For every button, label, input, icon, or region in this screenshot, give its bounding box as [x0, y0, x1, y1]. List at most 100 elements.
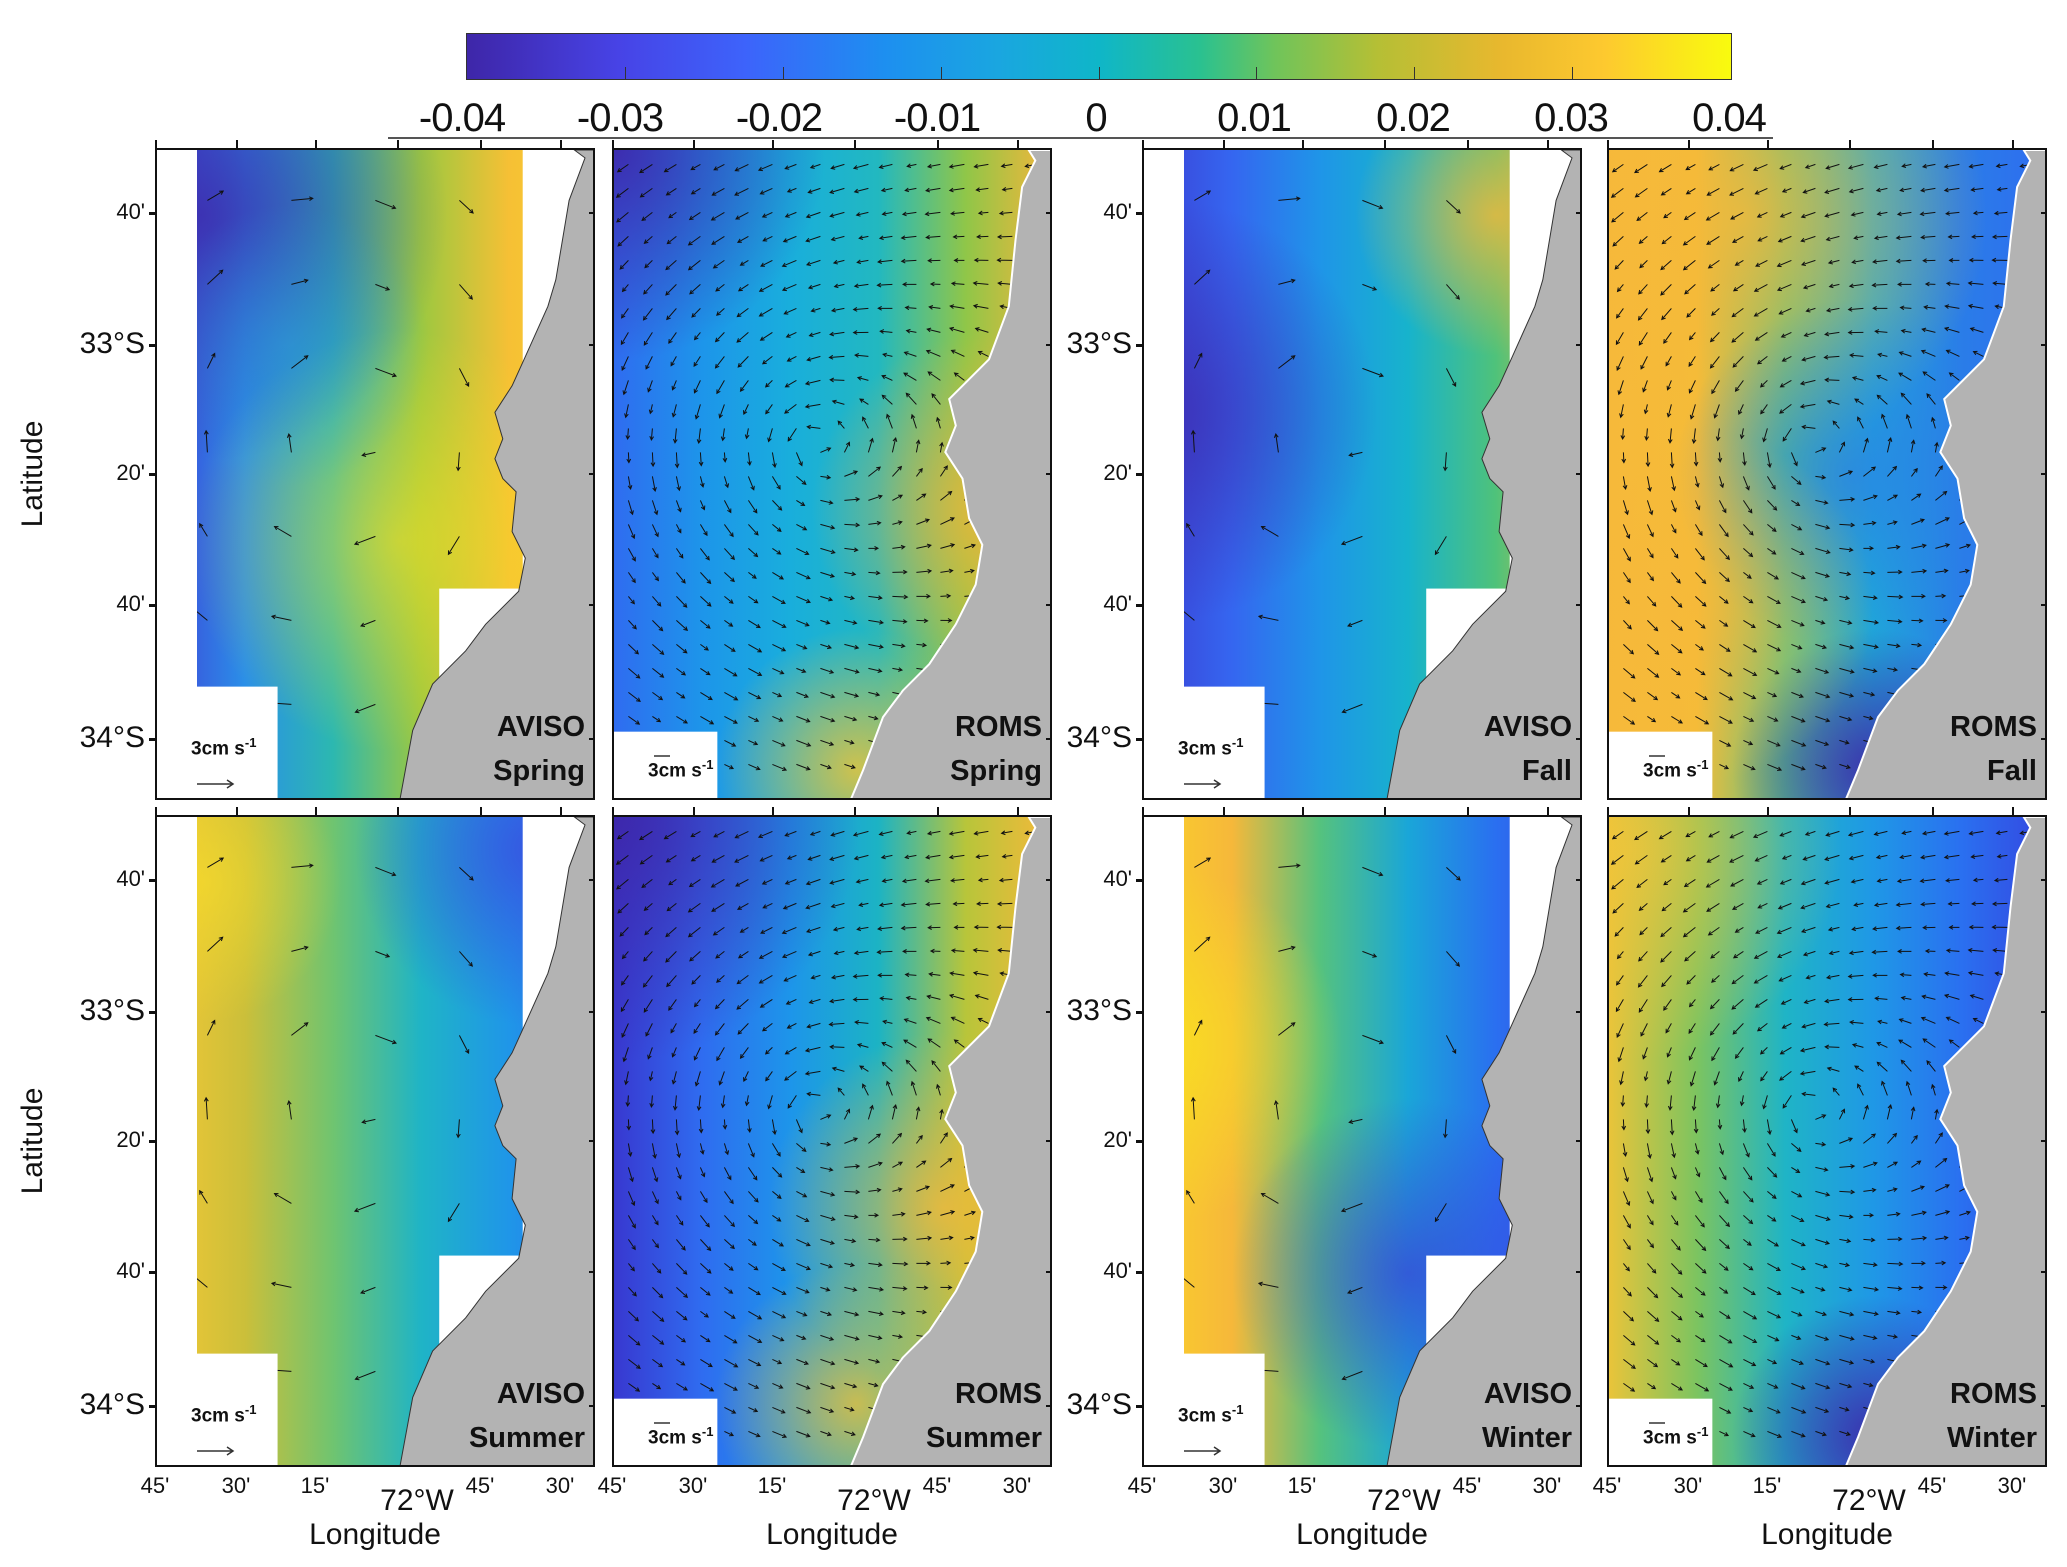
velocity-arrow [699, 1143, 705, 1155]
velocity-arrow [1911, 467, 1918, 477]
velocity-arrow [724, 1310, 736, 1319]
scale-value: 3cm s [1178, 738, 1232, 759]
velocity-arrow [830, 830, 845, 837]
velocity-arrow [714, 1023, 725, 1036]
velocity-arrow [1815, 667, 1830, 674]
scale-label: 3cm s-1 [648, 1424, 713, 1449]
velocity-arrow [747, 1119, 752, 1134]
velocity-arrow [626, 1119, 632, 1131]
velocity-arrow [900, 902, 917, 908]
velocity-arrow [1756, 1023, 1768, 1032]
velocity-arrow [1670, 1143, 1676, 1159]
axis-tick [589, 879, 595, 881]
velocity-arrow [1622, 500, 1629, 516]
velocity-arrow [1996, 186, 2008, 192]
velocity-arrow [1790, 452, 1798, 467]
velocity-arrow [886, 1080, 893, 1096]
velocity-arrow [772, 1406, 786, 1414]
velocity-arrow [1911, 1160, 1922, 1168]
latitude-tick-label: 33°S [1066, 327, 1132, 360]
velocity-arrow [1863, 1237, 1876, 1243]
velocity-arrow [856, 376, 869, 381]
velocity-arrow [712, 926, 725, 936]
velocity-arrow [830, 902, 845, 909]
velocity-arrow [291, 355, 309, 369]
velocity-arrow [1194, 190, 1212, 201]
axis-tick [1136, 1405, 1142, 1408]
velocity-arrow [868, 1382, 879, 1388]
velocity-arrow [1753, 974, 1768, 984]
velocity-arrow [1647, 644, 1660, 655]
axis-tick [1688, 140, 1690, 148]
velocity-arrow [796, 1214, 810, 1222]
velocity-arrow [759, 187, 773, 195]
velocity-arrow [622, 1047, 629, 1063]
latitude-tick-label: 33°S [79, 327, 145, 360]
velocity-arrow [665, 854, 677, 863]
velocity-arrow [671, 1071, 677, 1085]
velocity-arrow [1791, 1262, 1806, 1271]
velocity-arrow [627, 500, 634, 516]
velocity-arrow [273, 525, 292, 537]
velocity-arrow [1753, 950, 1768, 959]
velocity-arrow [1779, 1071, 1792, 1081]
velocity-arrow [772, 715, 784, 722]
velocity-arrow [651, 1167, 659, 1183]
longitude-tick-label: 72°W [837, 1484, 911, 1517]
velocity-arrow [1800, 211, 1816, 219]
velocity-arrow [1839, 1430, 1851, 1436]
velocity-arrow [762, 902, 773, 909]
velocity-arrow [1623, 692, 1636, 703]
velocity-arrow [758, 974, 773, 984]
velocity-arrow [830, 974, 845, 980]
velocity-arrow [856, 926, 869, 932]
velocity-arrow [1718, 1191, 1729, 1205]
velocity-arrow [1993, 210, 2008, 216]
velocity-arrow [820, 499, 834, 505]
velocity-arrow [1791, 1143, 1802, 1152]
velocity-arrow [1767, 1286, 1782, 1295]
velocity-arrow [868, 643, 884, 649]
velocity-arrow [1905, 1080, 1912, 1096]
velocity-arrow [867, 1104, 874, 1120]
velocity-arrow [1742, 452, 1747, 467]
velocity-arrow [948, 326, 965, 333]
velocity-arrow [948, 830, 965, 836]
velocity-arrow [650, 452, 656, 468]
velocity-arrow [1670, 500, 1677, 513]
velocity-arrow [787, 1095, 797, 1109]
velocity-arrow [796, 643, 808, 650]
velocity-arrow [1660, 187, 1672, 196]
velocity-arrow [666, 903, 677, 912]
velocity-arrow [1851, 1043, 1864, 1048]
velocity-arrow [447, 536, 460, 556]
velocity-arrow [652, 1358, 664, 1368]
velocity-arrow [668, 999, 677, 1011]
velocity-arrow [1887, 643, 1901, 649]
axis-tick [236, 140, 238, 148]
velocity-arrow [1839, 1334, 1855, 1341]
velocity-arrow [1646, 1215, 1654, 1226]
axis-tick [854, 140, 856, 148]
velocity-arrow [877, 926, 893, 931]
velocity-arrow [291, 945, 309, 952]
velocity-arrow [868, 691, 881, 697]
velocity-arrow [1743, 619, 1756, 629]
velocity-arrow [736, 902, 749, 910]
scale-label: 3cm s-1 [1643, 757, 1708, 782]
velocity-arrow [856, 259, 869, 265]
velocity-arrow [1615, 975, 1624, 986]
velocity-arrow [1863, 1382, 1874, 1388]
velocity-arrow [1991, 901, 2008, 907]
velocity-arrow [1899, 854, 1912, 860]
velocity-arrow [781, 950, 797, 959]
velocity-arrow [1824, 854, 1840, 861]
velocity-arrow [868, 466, 882, 477]
velocity-arrow [639, 854, 653, 865]
velocity-arrow [1827, 259, 1840, 265]
velocity-arrow [1743, 1191, 1754, 1203]
velocity-arrow [1967, 280, 1984, 286]
velocity-arrow [700, 548, 710, 561]
axis-tick [1467, 807, 1469, 815]
velocity-arrow [1910, 439, 1916, 453]
